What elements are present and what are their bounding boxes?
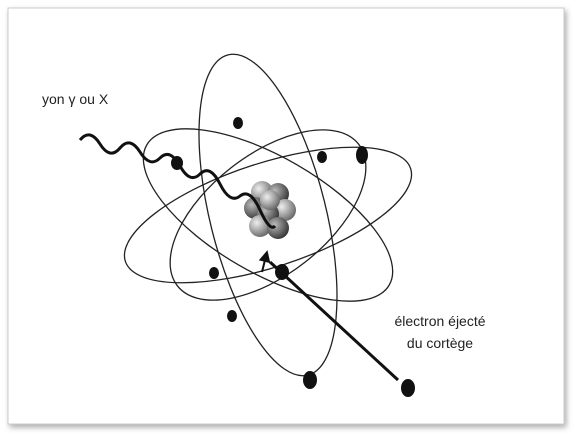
page: {"labels": {"incident": "yon γ ou X", "e… bbox=[0, 0, 580, 443]
incident-label: yon γ ou X bbox=[42, 91, 109, 107]
diagram: yon γ ou X électron éjecté du cortège bbox=[0, 0, 580, 443]
ejected-label: électron éjecté bbox=[394, 313, 485, 329]
ejected-label: du cortège bbox=[407, 335, 473, 351]
